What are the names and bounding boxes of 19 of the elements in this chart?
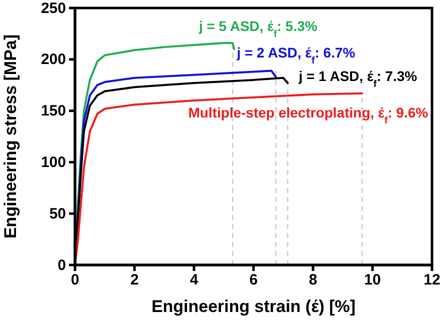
y-tick-label: 200 — [40, 51, 66, 68]
x-tick-label: 4 — [190, 272, 199, 289]
x-axis-title: Engineering strain (έ) [%] — [151, 297, 356, 316]
x-tick-label: 0 — [70, 272, 80, 289]
y-tick-label: 0 — [58, 256, 66, 274]
x-tick-label: 12 — [424, 272, 440, 289]
y-tick-label: 250 — [40, 0, 66, 17]
series-label: Multiple-step electroplating, έ$_{f}$: 9.6% — [188, 104, 429, 126]
y-tick-label: 100 — [40, 154, 66, 171]
y-axis-title: Engineering stress [MPa] — [1, 34, 20, 239]
x-tick-label: 2 — [130, 272, 139, 289]
series-label: j = 5 ASD, έ$_{f}$: 5.3% — [198, 18, 318, 40]
series-label: j = 2 ASD, έ$_{f}$: 6.7% — [236, 44, 356, 66]
y-tick-label: 50 — [49, 205, 66, 222]
x-tick-label: 6 — [249, 272, 258, 289]
y-tick-label: 150 — [40, 102, 66, 120]
x-tick-label: 10 — [364, 272, 381, 289]
x-tick-label: 8 — [308, 272, 318, 289]
series-label: j = 1 ASD, έ$_{f}$: 7.3% — [298, 68, 418, 90]
